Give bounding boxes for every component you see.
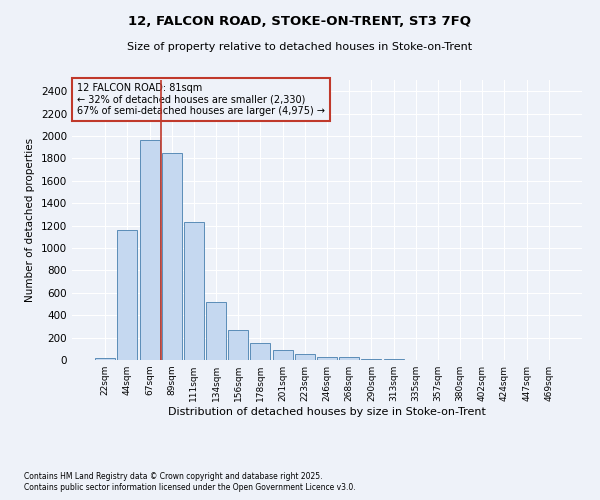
- Text: Size of property relative to detached houses in Stoke-on-Trent: Size of property relative to detached ho…: [127, 42, 473, 52]
- Bar: [250, 342, 271, 360]
- Bar: [361, 359, 382, 360]
- Bar: [162, 153, 182, 360]
- Bar: [317, 356, 337, 360]
- Text: Contains HM Land Registry data © Crown copyright and database right 2025.: Contains HM Land Registry data © Crown c…: [24, 472, 323, 481]
- Bar: [206, 302, 226, 360]
- Bar: [339, 357, 359, 360]
- Bar: [140, 140, 160, 360]
- Text: 12 FALCON ROAD: 81sqm
← 32% of detached houses are smaller (2,330)
67% of semi-d: 12 FALCON ROAD: 81sqm ← 32% of detached …: [77, 83, 325, 116]
- Text: Contains public sector information licensed under the Open Government Licence v3: Contains public sector information licen…: [24, 484, 356, 492]
- Text: 12, FALCON ROAD, STOKE-ON-TRENT, ST3 7FQ: 12, FALCON ROAD, STOKE-ON-TRENT, ST3 7FQ: [128, 15, 472, 28]
- Y-axis label: Number of detached properties: Number of detached properties: [25, 138, 35, 302]
- Bar: [118, 230, 137, 360]
- Bar: [228, 330, 248, 360]
- Bar: [272, 350, 293, 360]
- Bar: [184, 222, 204, 360]
- Bar: [295, 354, 315, 360]
- Bar: [95, 358, 115, 360]
- X-axis label: Distribution of detached houses by size in Stoke-on-Trent: Distribution of detached houses by size …: [168, 407, 486, 417]
